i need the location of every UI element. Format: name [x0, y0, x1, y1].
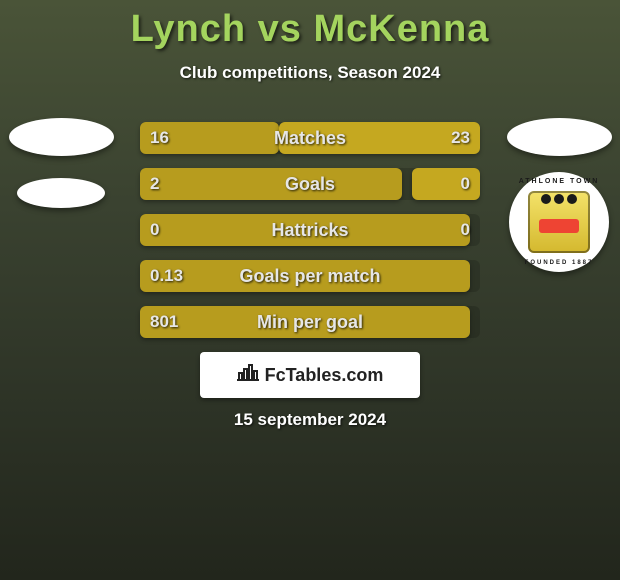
club-shield	[528, 191, 590, 253]
crest-ellipse-small	[17, 178, 105, 208]
stat-label: Goals per match	[140, 260, 480, 292]
club-motif-balls	[541, 194, 577, 204]
club-name-top: ATHLONE TOWN	[509, 178, 609, 185]
stat-label: Matches	[140, 122, 480, 154]
stat-row: 0 Hattricks 0	[140, 214, 480, 246]
club-motif-band	[539, 219, 579, 233]
crest-ellipse	[9, 118, 114, 156]
club-name-bottom: FOUNDED 1887	[509, 260, 609, 266]
stats-bars: 16 Matches 23 2 Goals 0 0 Hattricks 0 0.…	[140, 122, 480, 338]
left-player-crest	[6, 118, 116, 208]
stat-value-right: 0	[461, 168, 470, 200]
stat-label: Hattricks	[140, 214, 480, 246]
stat-value-right: 0	[461, 214, 470, 246]
right-player-crest: ATHLONE TOWN FOUNDED 1887	[504, 118, 614, 272]
club-badge: ATHLONE TOWN FOUNDED 1887	[509, 172, 609, 272]
stat-value-right: 23	[451, 122, 470, 154]
date-label: 15 september 2024	[0, 410, 620, 430]
chart-icon	[237, 363, 259, 387]
fctables-logo[interactable]: FcTables.com	[200, 352, 420, 398]
stat-label: Min per goal	[140, 306, 480, 338]
stat-row: 801 Min per goal	[140, 306, 480, 338]
subtitle: Club competitions, Season 2024	[0, 63, 620, 83]
stat-row: 0.13 Goals per match	[140, 260, 480, 292]
crest-ellipse	[507, 118, 612, 156]
logo-text: FcTables.com	[265, 365, 384, 386]
stat-row: 2 Goals 0	[140, 168, 480, 200]
page-title: Lynch vs McKenna	[0, 0, 620, 51]
stat-label: Goals	[140, 168, 480, 200]
stat-row: 16 Matches 23	[140, 122, 480, 154]
